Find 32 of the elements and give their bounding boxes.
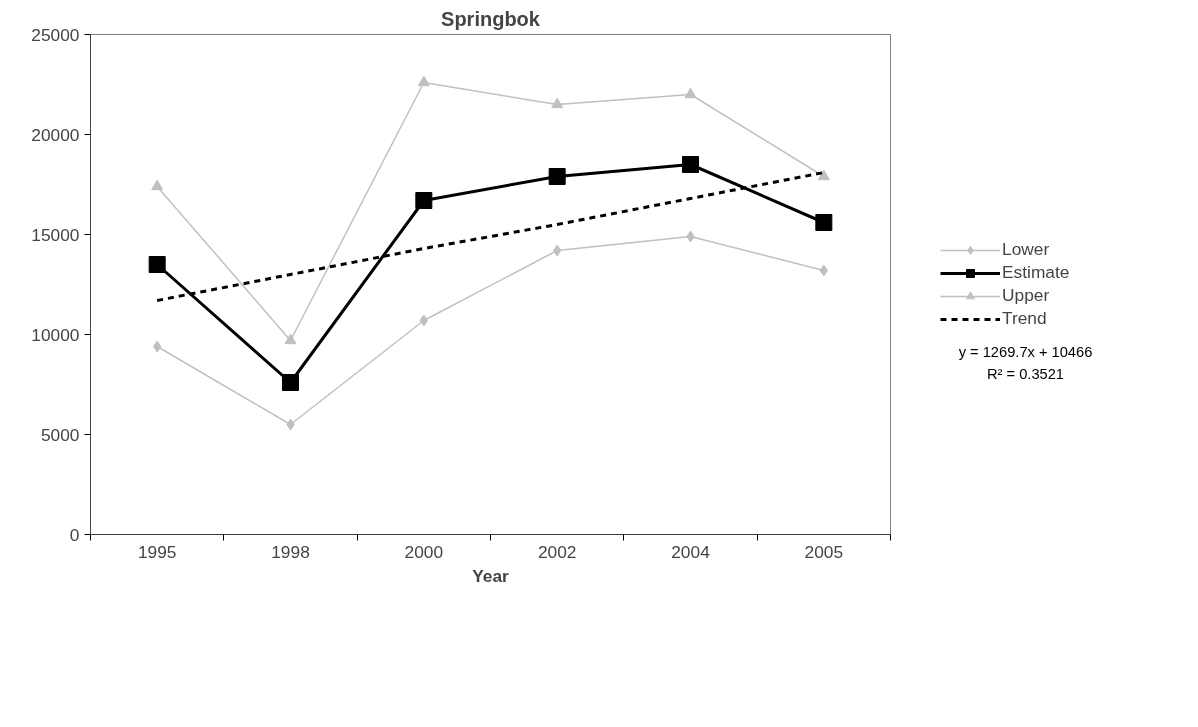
legend-label: Trend <box>1002 308 1047 329</box>
legend-label: Upper <box>1002 285 1050 306</box>
legend-label: Estimate <box>1002 262 1070 283</box>
point <box>815 214 833 231</box>
y-tick-label: 10000 <box>31 324 80 345</box>
x-tick-label: 2004 <box>671 541 711 562</box>
point <box>417 75 430 87</box>
chart-title: Springbok <box>441 7 541 30</box>
x-tick-label: 1998 <box>271 541 310 562</box>
y-tick-label: 15000 <box>31 224 80 245</box>
point <box>817 169 830 181</box>
point <box>682 156 699 173</box>
x-tick-label: 2002 <box>537 541 577 562</box>
y-tick-label: 0 <box>69 524 80 545</box>
point <box>151 179 164 191</box>
y-tick-label: 25000 <box>31 24 80 45</box>
legend-label: Lower <box>1002 239 1050 260</box>
point <box>148 256 166 273</box>
point <box>415 192 433 209</box>
y-tick-label: 20000 <box>31 124 80 145</box>
text: R² = 0.3521 <box>987 366 1064 382</box>
x-tick-label: 2000 <box>404 541 444 562</box>
x-axis-title: Year <box>472 565 510 586</box>
point <box>282 374 299 391</box>
point <box>551 97 564 109</box>
x-tick-label: 1995 <box>137 541 177 562</box>
text: y = 1269.7x + 10466 <box>958 343 1093 360</box>
x-tick-label: 2005 <box>804 541 844 562</box>
y-tick-label: 5000 <box>40 424 80 445</box>
point <box>284 333 297 345</box>
point <box>548 168 566 185</box>
point <box>684 87 697 99</box>
